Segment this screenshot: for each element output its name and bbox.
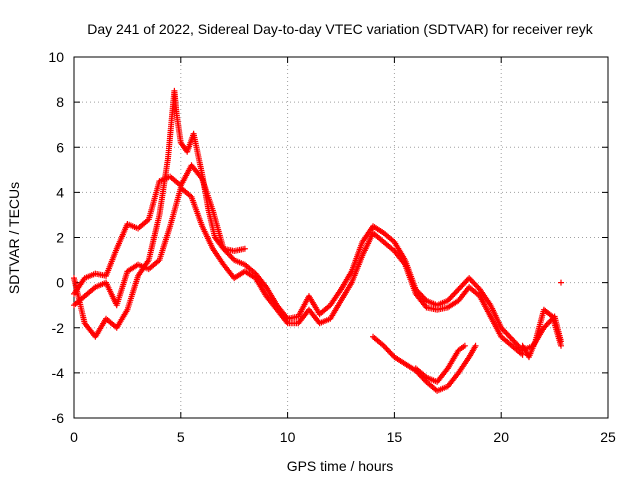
data-point: [558, 279, 565, 286]
data-points: [71, 87, 565, 394]
chart-title: Day 241 of 2022, Sidereal Day-to-day VTE…: [87, 21, 593, 37]
data-point: [241, 245, 248, 252]
grid: [74, 57, 608, 418]
axis-ticks: 0 5 10 15 20 25 -6 -4 -2 0 2 4 6 8 10: [48, 49, 616, 445]
x-axis-label: GPS time / hours: [287, 458, 394, 474]
y-tick-label: -4: [52, 365, 65, 381]
y-tick-label: 6: [56, 139, 64, 155]
x-tick-label: 20: [493, 429, 509, 445]
y-tick-label: -2: [52, 320, 65, 336]
y-tick-label: -6: [52, 410, 65, 426]
y-tick-label: 10: [48, 49, 64, 65]
data-point: [461, 342, 468, 349]
x-tick-label: 15: [387, 429, 403, 445]
data-point: [472, 342, 479, 349]
y-axis-label: SDTVAR / TECUs: [6, 182, 22, 294]
y-tick-label: 4: [56, 184, 64, 200]
y-tick-label: 0: [56, 275, 64, 291]
data-point: [519, 351, 526, 358]
x-tick-label: 5: [177, 429, 185, 445]
x-tick-label: 10: [280, 429, 296, 445]
y-tick-label: 2: [56, 230, 64, 246]
data-point: [558, 342, 565, 349]
x-tick-label: 25: [600, 429, 616, 445]
y-tick-label: 8: [56, 94, 64, 110]
x-tick-label: 0: [70, 429, 78, 445]
